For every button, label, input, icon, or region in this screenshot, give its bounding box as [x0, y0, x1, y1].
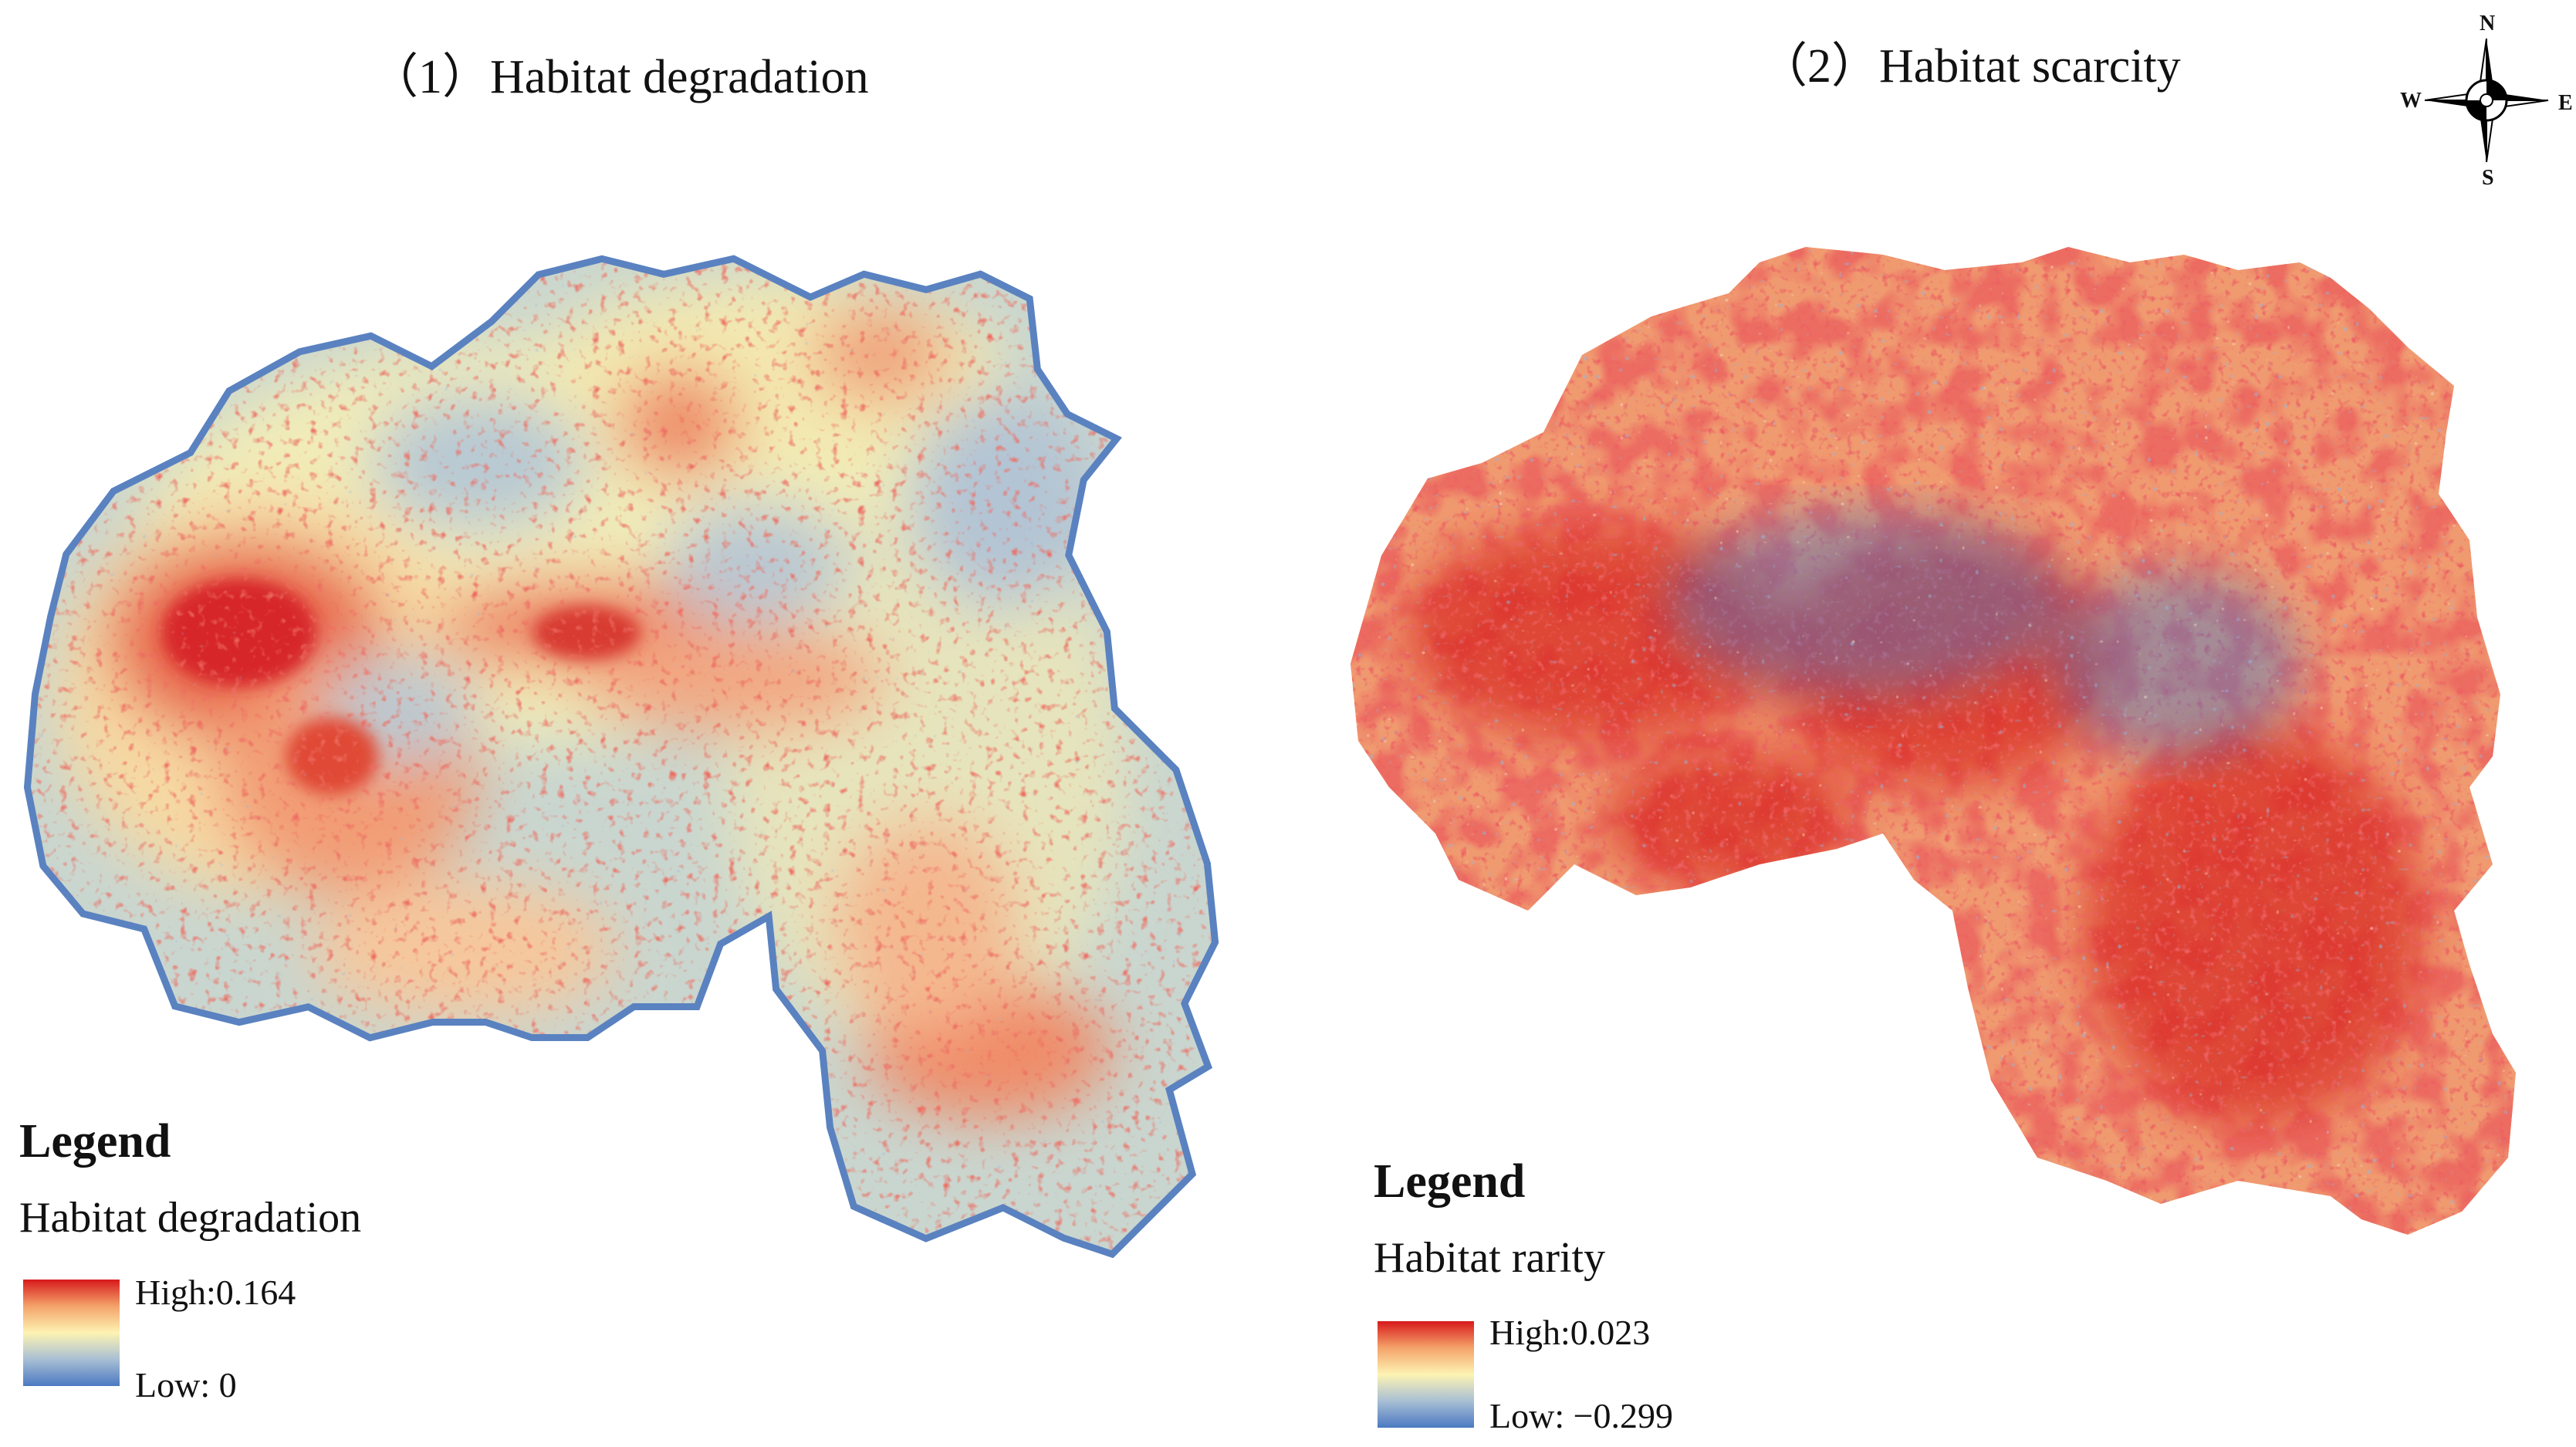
legend-layer-name: Habitat rarity: [1374, 1234, 1606, 1282]
habitat-degradation-map: [23, 255, 1219, 1259]
legend-heading: Legend: [1374, 1155, 1526, 1208]
map-title-scarcity: （2）Habitat scarcity: [1760, 40, 2181, 93]
color-ramp: [23, 1280, 120, 1386]
north-arrow-compass: N S W E: [2400, 12, 2574, 190]
legend-high-label: High:0.023: [1489, 1313, 1651, 1352]
habitat-scarcity-map: [1351, 247, 2516, 1235]
color-ramp: [1378, 1321, 1474, 1428]
compass-w-label: W: [2400, 89, 2422, 113]
map-title-degradation: （1）Habitat degradation: [370, 51, 869, 103]
compass-s-label: S: [2482, 166, 2494, 190]
legend-degradation: Legend Habitat degradation High:0.164 Lo…: [19, 1115, 362, 1405]
compass-rose-icon: [2424, 38, 2549, 163]
legend-heading: Legend: [19, 1115, 171, 1168]
legend-rarity: Legend Habitat rarity High:0.023 Low: −0…: [1374, 1155, 1673, 1435]
compass-e-label: E: [2558, 91, 2573, 115]
legend-low-label: Low: 0: [135, 1365, 237, 1405]
legend-low-label: Low: −0.299: [1489, 1396, 1674, 1435]
legend-layer-name: Habitat degradation: [19, 1194, 362, 1242]
compass-n-label: N: [2480, 12, 2496, 35]
legend-high-label: High:0.164: [135, 1273, 296, 1312]
